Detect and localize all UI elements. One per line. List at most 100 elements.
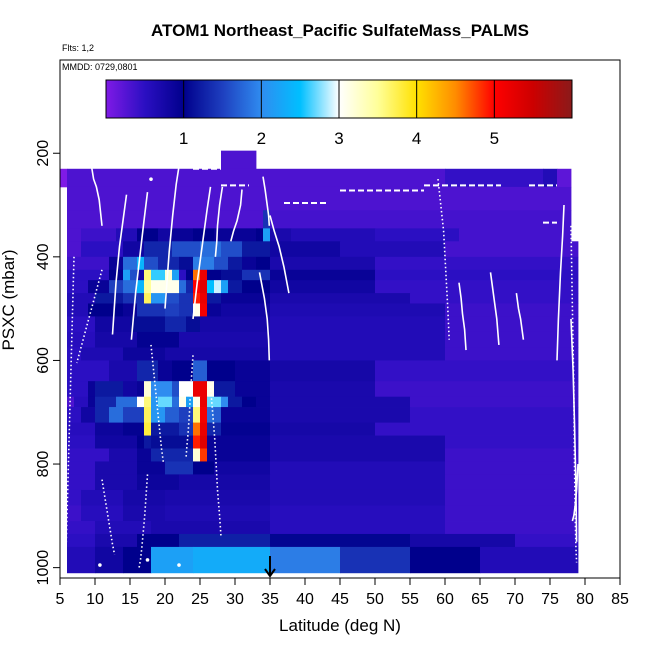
- x-tick-label: 85: [611, 591, 629, 608]
- heatmap-cell: [375, 269, 579, 281]
- heatmap-cell: [445, 474, 579, 491]
- heatmap-cell: [221, 293, 271, 304]
- heatmap-cell: [172, 381, 180, 398]
- heatmap-cell: [179, 331, 271, 348]
- heatmap-cell: [123, 280, 138, 294]
- heatmap-cell: [179, 474, 271, 491]
- heatmap-cell: [270, 489, 446, 506]
- heatmap-cell: [179, 396, 187, 408]
- heatmap-cell: [543, 168, 558, 188]
- heatmap-cell: [221, 303, 271, 317]
- heatmap-cell: [123, 489, 166, 506]
- heatmap-cell: [95, 293, 124, 304]
- heatmap-cell: [193, 461, 215, 475]
- heatmap-cell: [200, 448, 208, 462]
- x-tick-label: 40: [296, 591, 314, 608]
- heatmap-cell: [445, 505, 579, 522]
- flight-track: [111, 194, 128, 335]
- flight-profile: [570, 225, 578, 563]
- heatmap-cell: [270, 241, 341, 258]
- heatmap-cell: [151, 546, 194, 574]
- heatmap-cell: [200, 269, 208, 281]
- heatmap-cell: [95, 331, 138, 348]
- heatmap-cell: [193, 381, 208, 398]
- heatmap-cell: [445, 168, 544, 188]
- heatmap-cell: [165, 269, 173, 281]
- heatmap-cell: [67, 228, 82, 242]
- heatmap-cell: [137, 303, 166, 317]
- heatmap-cell: [179, 280, 187, 294]
- heatmap-cell: [123, 241, 145, 258]
- heatmap-cell: [67, 280, 89, 294]
- heatmap-cell: [144, 422, 152, 436]
- x-axis: 5 10 15 20 25 30 35 40 45 50 55 60 65 70 75 80 85: [56, 577, 629, 608]
- latitude-marker: [264, 556, 276, 578]
- heatmap-cell: [375, 360, 579, 382]
- heatmap-cell: [165, 293, 180, 304]
- flight-profile: [76, 269, 103, 364]
- heatmap-cell: [67, 533, 96, 548]
- heatmap-cell: [116, 396, 138, 408]
- heatmap-cell: [186, 316, 201, 333]
- heatmap-cell: [67, 474, 96, 491]
- heatmap-cell: [137, 474, 180, 491]
- heatmap-cell: [375, 381, 579, 398]
- heatmap-cell: [67, 489, 82, 506]
- point-marker: [98, 563, 102, 567]
- heatmap-cell: [123, 407, 145, 423]
- heatmap-cell: [179, 293, 194, 304]
- heatmap-cell: [270, 407, 411, 423]
- heatmap-cell: [130, 269, 138, 281]
- heatmap-cell: [221, 150, 257, 170]
- dates-label: MMDD: 0729,0801: [62, 62, 138, 72]
- colorbar-tick-label: 2: [257, 129, 266, 148]
- heatmap-cell: [144, 269, 152, 281]
- heatmap-cell: [214, 407, 222, 423]
- heatmap-cell: [158, 396, 173, 408]
- x-tick-label: 35: [261, 591, 279, 608]
- colorbar-ticks: 1 2 3 4 5: [179, 80, 499, 148]
- heatmap-cell: [235, 360, 271, 382]
- heatmap-cell: [95, 546, 124, 574]
- heatmap-cell: [67, 168, 446, 188]
- heatmap-cell: [193, 293, 201, 304]
- heatmap-cell: [123, 347, 166, 361]
- heatmap-cell: [270, 474, 446, 491]
- point-marker: [149, 177, 153, 181]
- heatmap-cell: [95, 381, 124, 398]
- heatmap-cell: [88, 280, 110, 294]
- heatmap-cell: [445, 347, 579, 361]
- heatmap-cell: [109, 360, 138, 382]
- heatmap-cell: [193, 448, 201, 462]
- heatmap-cell: [67, 293, 96, 304]
- heatmap-cell: [193, 422, 201, 436]
- heatmap-cell: [137, 533, 180, 548]
- colorbar-tick-label: 1: [179, 129, 188, 148]
- heatmap-cell: [158, 228, 173, 242]
- heatmap-cell: [179, 381, 194, 398]
- heatmap-cell: [200, 396, 208, 408]
- flight-track: [90, 166, 103, 226]
- heatmap-cell: [270, 210, 572, 229]
- heatmap-cell: [144, 396, 152, 408]
- y-tick-label: 600: [35, 347, 52, 374]
- heatmap-cell: [137, 269, 145, 281]
- x-tick-label: 45: [331, 591, 349, 608]
- heatmap-cell: [375, 280, 579, 294]
- heatmap-cell: [165, 407, 180, 423]
- heatmap-cell: [116, 228, 138, 242]
- heatmap-cell: [144, 241, 173, 258]
- heatmap-cell: [151, 435, 194, 449]
- heatmap-cell: [81, 347, 124, 361]
- heatmap-cell: [221, 422, 271, 436]
- heatmap-cell: [193, 396, 201, 408]
- heatmap-cell: [81, 228, 117, 242]
- flight-track: [258, 272, 271, 361]
- heatmap-cell: [67, 461, 96, 475]
- flight-track: [164, 166, 180, 309]
- flight-track: [556, 204, 565, 361]
- heatmap-cell: [165, 489, 271, 506]
- heatmap-cell: [445, 241, 579, 258]
- heatmap-cell: [67, 256, 110, 271]
